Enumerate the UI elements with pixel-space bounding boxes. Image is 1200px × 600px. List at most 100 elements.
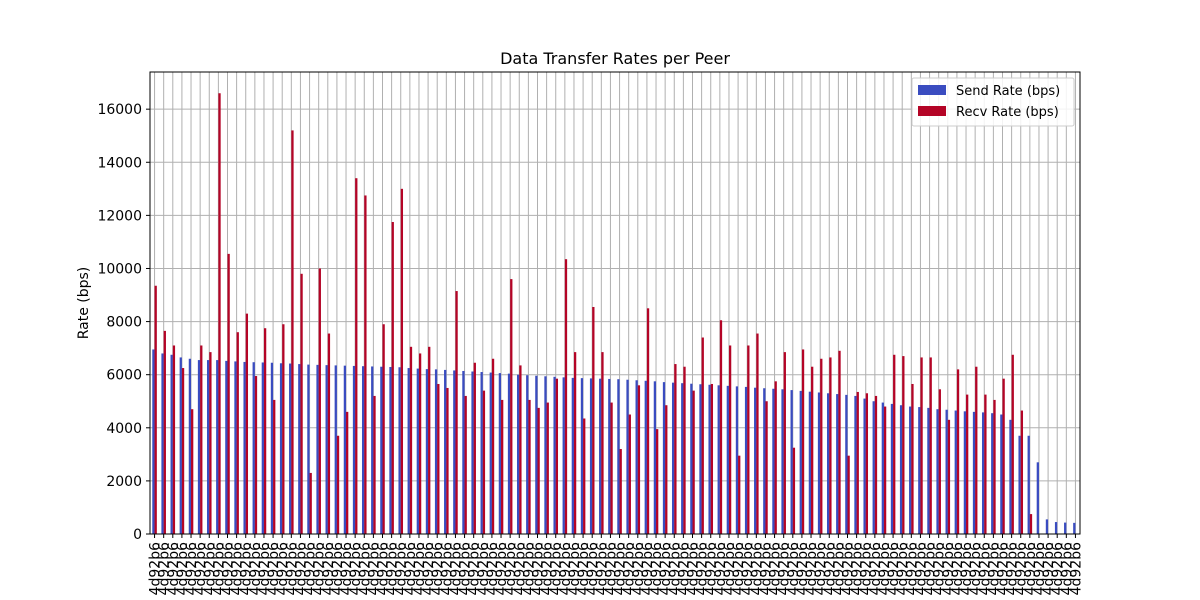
x-tick-label: 4d92b6 [549,542,565,595]
recv-rate-bar [938,389,941,534]
x-tick-label: 4d92b6 [877,542,893,595]
send-rate-bar [927,407,930,534]
send-rate-bar [453,370,456,534]
x-tick-label: 4d92b6 [458,542,474,595]
send-rate-bar [462,370,465,534]
x-tick-label: 4d92b6 [275,542,291,595]
x-tick-label: 4d92b6 [202,542,218,595]
x-tick-label: 4d92b6 [1032,542,1048,595]
x-tick-label: 4d92b6 [439,542,455,595]
recv-rate-bar [911,383,914,534]
send-rate-bar [580,378,584,534]
x-tick-label: 4d92b6 [713,542,729,595]
x-tick-label: 4d92b6 [430,542,446,595]
recv-rate-bar [856,391,859,534]
send-rate-bar [644,380,647,534]
x-tick-label: 4d92b6 [977,542,993,595]
recv-rate-bar [300,273,303,534]
x-tick-label: 4d92b6 [412,542,428,595]
send-rate-bar [389,366,392,534]
recv-rate-bar [829,357,832,534]
recv-rate-bar [501,399,504,534]
recv-rate-bar [801,349,805,534]
recv-rate-bar [592,306,595,534]
x-tick-label: 4d92b6 [293,542,309,595]
x-tick-label: 4d92b6 [913,542,929,595]
recv-rate-bar [583,418,586,534]
recv-rate-bar [601,352,604,534]
recv-rate-bar [847,455,850,534]
x-tick-label: 4d92b6 [777,542,793,595]
x-tick-label: 4d92b6 [850,542,866,595]
x-tick-label: 4d92b6 [175,542,191,595]
recv-rate-bar [665,405,668,534]
x-tick-label: 4d92b6 [1014,542,1030,595]
recv-rate-bar [309,472,312,534]
x-tick-label: 4d92b6 [640,542,656,595]
x-tick-label: 4d92b6 [822,542,838,595]
x-tick-label: 4d92b6 [676,542,692,595]
send-rate-bar [434,369,438,534]
x-tick-label: 4d92b6 [531,542,547,595]
recv-rate-bar [519,365,522,534]
y-tick-label: 2000 [106,474,142,490]
recv-rate-bar [984,394,987,534]
recv-rate-bar [893,354,896,534]
recv-rate-bar [482,390,486,534]
send-rate-bar [589,378,593,534]
recv-rate-bar [820,358,823,534]
x-tick-label: 4d92b6 [667,542,683,595]
send-rate-bar [571,377,574,534]
x-tick-label: 4d92b6 [366,542,382,595]
send-rate-bar [261,362,264,534]
send-rate-bar [526,375,529,534]
send-rate-bar [717,385,720,534]
send-rate-bar [872,401,875,534]
x-tick-label: 4d92b6 [576,542,592,595]
send-rate-bar [963,411,967,534]
x-tick-label: 4d92b6 [357,542,373,595]
recv-rate-bar [1029,514,1033,534]
recv-rate-bar [774,381,777,534]
recv-rate-bar [765,401,768,534]
send-rate-bar [279,363,283,534]
send-rate-bar [407,368,410,534]
recv-rate-bar [783,352,786,534]
x-tick-label: 4d92b6 [476,542,492,595]
legend-box [911,77,1075,127]
recv-rate-bar [656,429,659,534]
recv-rate-bar [218,93,221,534]
plot-frame [149,71,1081,535]
recv-rate-bar [364,195,367,534]
x-tick-label: 4d92b6 [859,542,875,595]
x-tick-label: 4d92b6 [467,542,483,595]
send-rate-bar [854,395,857,534]
x-tick-label: 4d92b6 [941,542,957,595]
send-rate-bar [289,363,292,534]
x-tick-label: 4d92b6 [704,542,720,595]
send-rate-bar [352,365,356,534]
send-rate-bar [489,372,492,534]
send-rate-bar [945,409,948,534]
x-tick-label: 4d92b6 [613,542,629,595]
x-tick-label: 4d92b6 [521,542,537,595]
x-tick-label: 4d92b6 [686,542,702,595]
recv-rate-bar [236,332,239,534]
send-rate-bar [754,387,757,534]
recv-rate-bar [291,130,294,534]
recv-rate-bar [902,356,905,534]
x-tick-label: 4d92b6 [376,542,392,595]
recv-rate-bar [674,364,677,534]
y-tick-label: 16000 [97,102,142,118]
x-tick-label: 4d92b6 [813,542,829,595]
send-rate-bar [334,365,337,534]
send-rate-bar [735,386,739,534]
recv-rate-bar [947,419,951,534]
recv-rate-bar [628,414,631,534]
recv-rate-bar [382,324,385,534]
send-rate-bar [599,378,602,534]
x-tick-label: 4d92b6 [1050,542,1066,595]
x-tick-label: 4d92b6 [540,542,556,595]
x-tick-label: 4d92b6 [923,542,939,595]
send-rate-bar [772,388,775,534]
